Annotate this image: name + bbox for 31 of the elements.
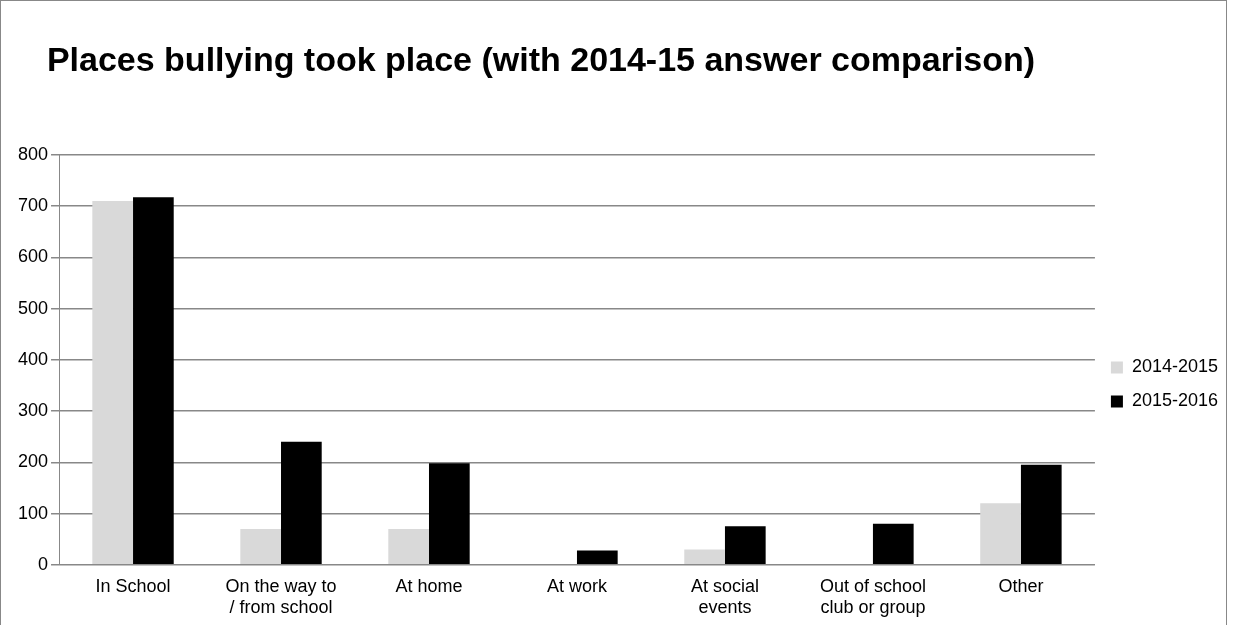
bar xyxy=(1020,464,1062,565)
x-tick-label: At home xyxy=(395,575,463,596)
x-tick-label: On the way to / from school xyxy=(225,575,337,618)
y-tick-label: 100 xyxy=(17,502,49,523)
legend-label: 2015-2016 xyxy=(1131,390,1219,411)
y-tick-label: 700 xyxy=(17,195,49,216)
y-tick-label: 600 xyxy=(17,246,49,267)
bar xyxy=(576,550,618,565)
x-tick-label: Other xyxy=(998,575,1044,596)
x-tick-label: In School xyxy=(95,575,171,596)
bar xyxy=(428,463,470,565)
x-tick-label: At social events xyxy=(690,575,759,618)
bar xyxy=(240,528,282,565)
x-tick-label: At work xyxy=(546,575,608,596)
x-tick-label: Out of school club or group xyxy=(819,575,926,618)
y-tick-label: 300 xyxy=(17,400,49,421)
bar xyxy=(92,200,134,565)
bar xyxy=(724,526,766,565)
legend-label: 2014-2015 xyxy=(1131,356,1219,377)
bar xyxy=(388,528,429,565)
bar xyxy=(684,549,725,565)
chart-title: Places bullying took place (with 2014-15 answer comparison) xyxy=(45,39,1037,80)
y-tick-label: 200 xyxy=(17,451,49,472)
bar xyxy=(281,441,322,565)
y-tick-label: 500 xyxy=(17,297,49,318)
y-tick-label: 400 xyxy=(17,348,49,369)
bar xyxy=(980,503,1021,565)
y-tick-label: 0 xyxy=(38,553,49,574)
bar xyxy=(133,197,174,565)
bar xyxy=(872,523,914,565)
y-tick-label: 800 xyxy=(17,143,49,164)
